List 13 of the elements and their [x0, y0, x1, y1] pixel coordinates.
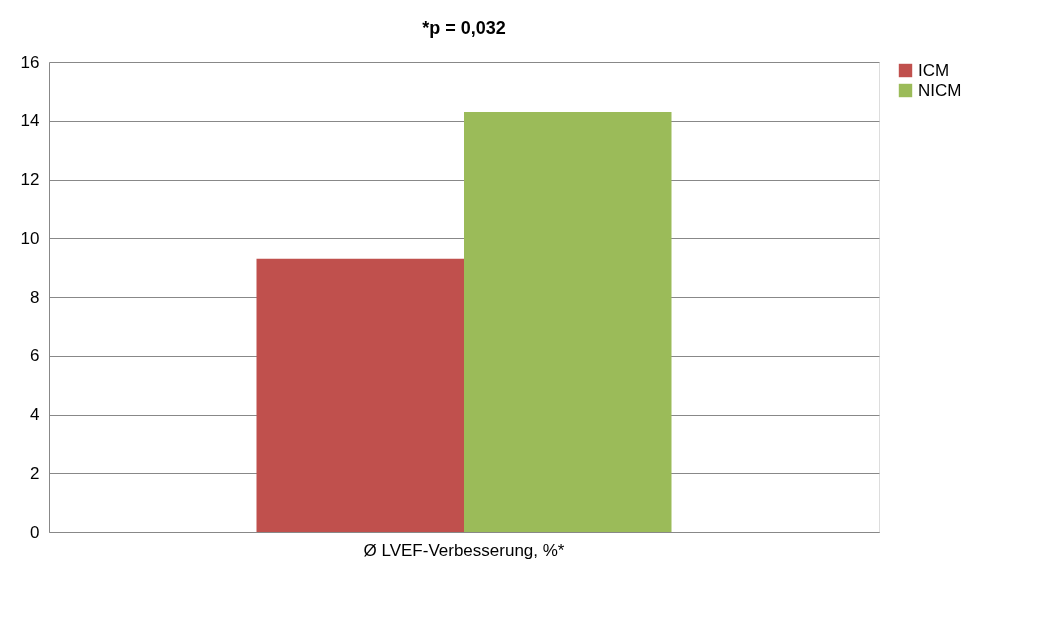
legend-label: ICM: [918, 60, 950, 80]
y-tick-label: 2: [30, 463, 40, 483]
x-tick-label: Ø LVEF-Verbesserung, %*: [363, 540, 565, 560]
y-tick-label: 0: [30, 522, 40, 542]
y-tick-label: 12: [20, 170, 40, 189]
chart-title: *p = 0,032: [422, 18, 506, 38]
y-tick-label: 16: [20, 52, 40, 72]
y-tick-label: 4: [30, 405, 40, 424]
legend-label: NICM: [918, 80, 962, 100]
y-tick-label: 6: [30, 346, 40, 366]
y-tick-label: 8: [30, 287, 40, 307]
y-tick-label: 14: [20, 111, 40, 131]
y-tick-label: 10: [20, 228, 40, 248]
